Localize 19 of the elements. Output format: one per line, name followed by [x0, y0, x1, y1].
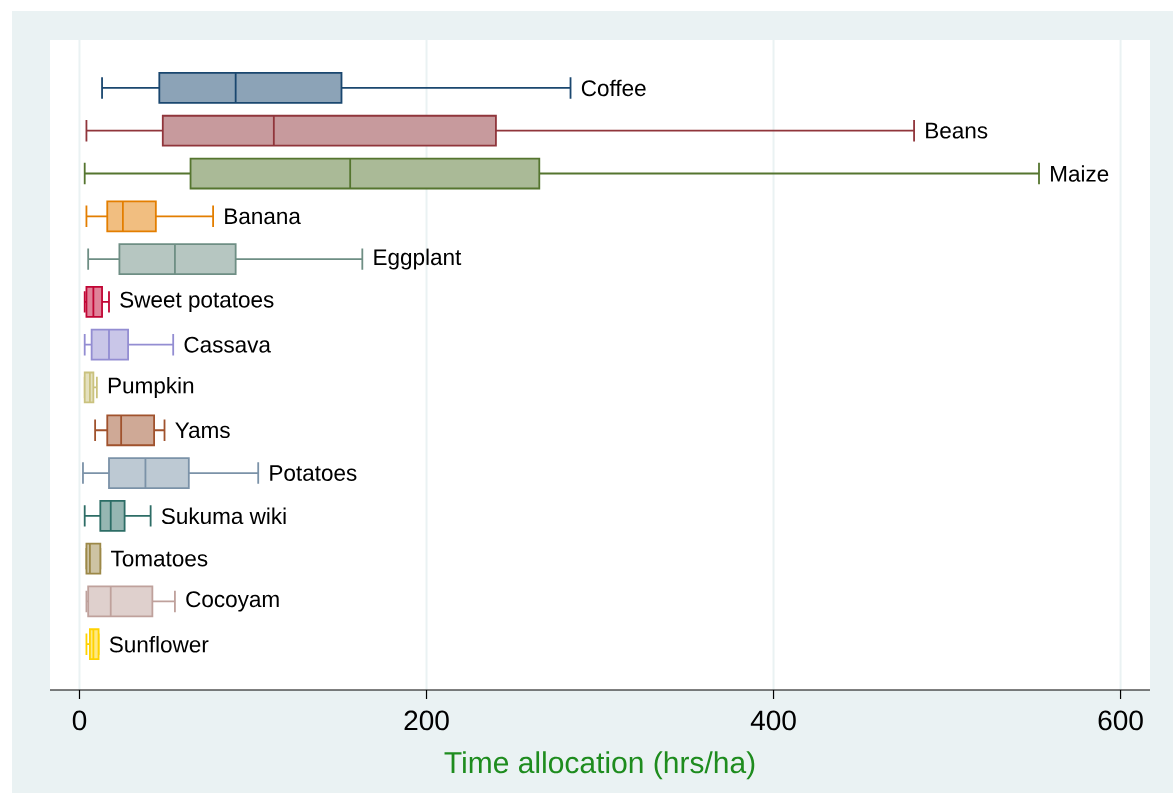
y-tick-label: Sukuma wiki — [161, 507, 286, 525]
x-tick-label: 200 — [404, 710, 449, 731]
y-tick-label: Potatoes — [270, 465, 357, 481]
x-tick-label: 0 — [72, 710, 87, 731]
y-tick-label: Sunflower — [109, 635, 209, 653]
y-tick-label: Coffee — [581, 79, 646, 97]
y-tick-label: Pumpkin — [108, 376, 194, 398]
y-tick-label: Eggplant — [374, 248, 462, 270]
y-tick-label: Tomatoes — [111, 550, 208, 567]
y-tick-label: Beans — [926, 122, 988, 139]
y-tick-label: Cocoyam — [186, 591, 279, 612]
x-axis-title: Time allocation (hrs/ha) — [444, 751, 755, 780]
y-tick-label: Cassava — [184, 336, 271, 353]
y-tick-label: Banana — [225, 208, 301, 225]
x-tick-label: 400 — [750, 710, 796, 731]
y-tick-label: Yams — [175, 422, 230, 439]
y-tick-label: Maize — [1051, 165, 1109, 182]
x-tick-label: 600 — [1098, 710, 1143, 731]
y-tick-label: Sweet potatoes — [120, 291, 274, 313]
